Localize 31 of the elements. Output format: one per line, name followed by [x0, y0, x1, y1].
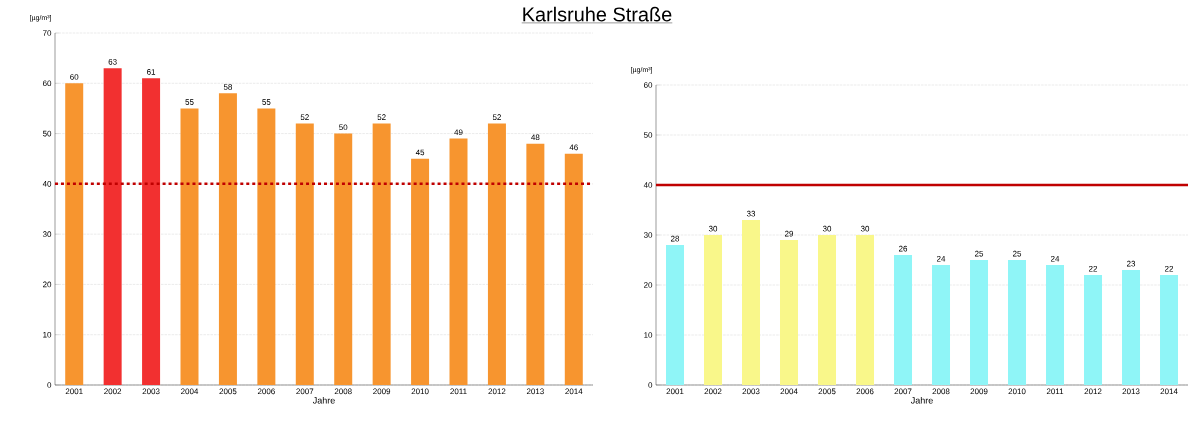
bar [1160, 275, 1179, 385]
bar [1046, 265, 1065, 385]
bar [334, 133, 353, 385]
bar [1122, 270, 1141, 385]
chart-title: Karlsruhe Straße [523, 6, 672, 22]
bar [526, 143, 545, 385]
bar [180, 108, 199, 385]
bar [780, 240, 799, 385]
bar [818, 235, 837, 385]
bar [666, 245, 685, 385]
bar [704, 235, 723, 385]
bar [970, 260, 989, 385]
x-axis-title: Jahre [312, 397, 335, 404]
bar [564, 153, 583, 385]
bar [103, 68, 122, 385]
bar [487, 123, 506, 385]
bar [257, 108, 276, 385]
bar [295, 123, 314, 385]
bar [1084, 275, 1103, 385]
bar [218, 93, 237, 385]
bar [894, 255, 913, 385]
bar [449, 138, 468, 385]
bar [742, 220, 761, 385]
x-axis-title: Jahre [910, 397, 933, 404]
bar [932, 265, 951, 385]
bar [1008, 260, 1027, 385]
bar [65, 83, 84, 385]
bar [372, 123, 391, 385]
bar [856, 235, 875, 385]
bar [411, 158, 430, 385]
bar [142, 78, 161, 385]
